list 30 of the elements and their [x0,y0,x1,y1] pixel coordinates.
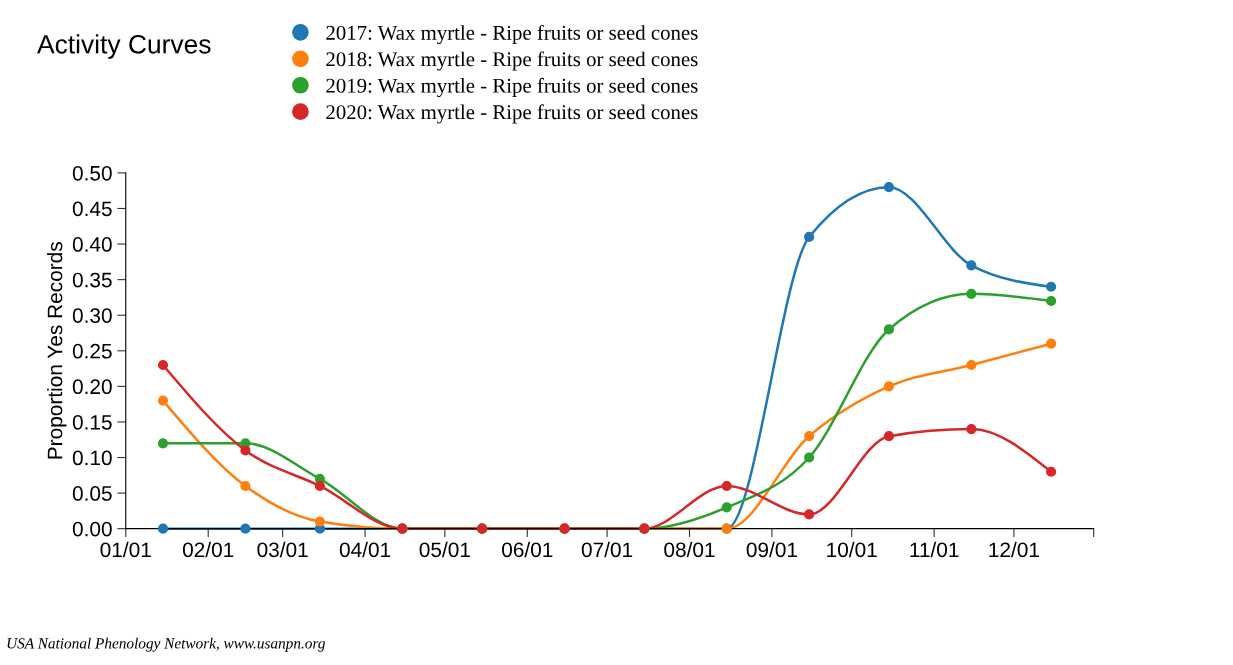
legend-label: 2020: Wax myrtle - Ripe fruits or seed cones [326,104,698,124]
legend-label: 2019: Wax myrtle - Ripe fruits or seed cones [326,77,698,98]
x-tick-label: 05/01 [419,541,470,558]
x-tick-label: 07/01 [581,541,633,558]
text: USA National Phenology Network, www.usanpn.org [7,637,326,652]
x-tick-label: 09/01 [746,541,797,558]
x-tick-label: 10/01 [827,541,877,558]
x-tick-label: 12/01 [989,541,1039,558]
x-tick-label: 11/01 [910,541,959,558]
y-tick-label: 0.05 [72,486,112,501]
y-tick-label: 0.00 [72,521,112,537]
legend-label: 2017: Wax myrtle - Ripe fruits or seed cones [326,24,698,45]
legend-label: 2018: Wax myrtle - Ripe fruits or seed cones [326,51,698,71]
x-tick-label: 03/01 [257,541,308,558]
chart-title: Activity Curves [37,34,211,59]
y-tick-label: 0.35 [72,272,112,288]
y-tick-label: 0.45 [72,201,112,217]
y-axis-title: Proportion Yes Records [47,242,67,459]
x-tick-label: 06/01 [502,541,553,558]
y-tick-label: 0.50 [72,165,112,181]
x-tick-label: 08/01 [664,541,715,558]
y-tick-label: 0.30 [72,308,112,323]
y-tick-label: 0.10 [72,450,112,466]
y-tick-label: 0.15 [72,414,112,430]
y-tick-label: 0.40 [72,237,112,252]
y-tick-label: 0.20 [72,379,112,395]
x-tick-label: 01/01 [100,541,151,558]
y-tick-label: 0.25 [72,343,112,359]
x-tick-label: 04/01 [339,541,391,558]
x-tick-label: 02/01 [182,541,234,558]
